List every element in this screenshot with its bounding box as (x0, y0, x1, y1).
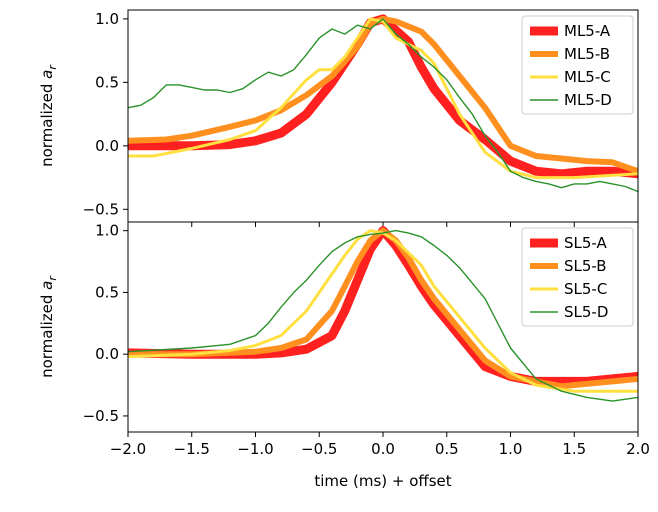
y-tick-label: −0.5 (83, 200, 119, 218)
y-axis-label: normalized ar (38, 275, 59, 378)
x-tick-label: −0.5 (301, 440, 337, 458)
legend-label-sl5-a: SL5-A (564, 234, 608, 252)
legend-label-ml5-a: ML5-A (564, 22, 611, 40)
legend-box (521, 15, 634, 115)
series-line-ml5-d (128, 18, 638, 193)
x-tick-label: 0.5 (435, 440, 459, 458)
x-tick-label: −2.0 (110, 440, 146, 458)
legend: ML5-A ML5-B ML5-C ML5-D (521, 15, 634, 115)
y-tick-label: 0.0 (95, 345, 119, 363)
legend-label-ml5-c: ML5-C (564, 68, 611, 86)
x-tick-label: 1.0 (499, 440, 523, 458)
x-tick-label: 2.0 (626, 440, 650, 458)
series-line-sl5-d (128, 229, 638, 402)
y-axis-label: normalized ar (38, 64, 59, 167)
x-tick-label: −1.5 (174, 440, 210, 458)
legend-label-sl5-c: SL5-C (564, 280, 607, 298)
series-lines (128, 226, 638, 402)
legend: SL5-A SL5-B SL5-C SL5-D (521, 227, 634, 327)
series-line-ml5-c (128, 17, 638, 180)
y-tick-label: 1.0 (95, 222, 119, 240)
legend-label-sl5-d: SL5-D (564, 303, 608, 321)
series-line-ml5-a (128, 14, 638, 179)
x-tick-label: 0.0 (371, 440, 395, 458)
legend-box (521, 227, 634, 327)
y-tick-label: −0.5 (83, 407, 119, 425)
x-tick-label: 1.5 (562, 440, 586, 458)
series-line-sl5-b (128, 227, 638, 390)
y-tick-label: 0.5 (95, 73, 119, 91)
legend-label-ml5-b: ML5-B (564, 45, 610, 63)
y-tick-label: 0.5 (95, 283, 119, 301)
series-line-ml5-b (128, 15, 638, 175)
legend-label-ml5-d: ML5-D (564, 91, 612, 109)
x-tick-label: −1.0 (237, 440, 273, 458)
x-axis-label: time (ms) + offset (314, 472, 451, 490)
series-lines (128, 14, 638, 193)
y-tick-label: 0.0 (95, 137, 119, 155)
legend-label-sl5-b: SL5-B (564, 257, 607, 275)
y-tick-label: 1.0 (95, 10, 119, 28)
